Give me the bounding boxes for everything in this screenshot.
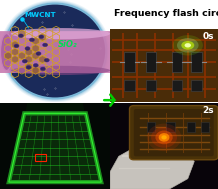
Polygon shape [13, 101, 97, 182]
Polygon shape [12, 48, 19, 56]
Circle shape [4, 4, 106, 98]
Polygon shape [5, 52, 12, 59]
Bar [146, 52, 157, 72]
Bar [172, 52, 182, 72]
Bar [172, 80, 182, 91]
Circle shape [185, 43, 191, 47]
Polygon shape [32, 37, 39, 45]
Ellipse shape [41, 67, 45, 71]
Polygon shape [25, 48, 32, 56]
Circle shape [155, 131, 173, 144]
Bar [187, 122, 195, 132]
Polygon shape [32, 52, 39, 59]
Text: 2s: 2s [202, 106, 214, 115]
Circle shape [159, 133, 169, 142]
Text: Frequency flash circuit: Frequency flash circuit [114, 9, 218, 18]
Ellipse shape [43, 43, 48, 47]
Polygon shape [32, 45, 39, 52]
Polygon shape [25, 63, 32, 70]
Text: SiO₂: SiO₂ [58, 40, 77, 49]
Ellipse shape [26, 66, 31, 69]
Ellipse shape [11, 28, 110, 39]
Bar [146, 80, 157, 91]
Ellipse shape [19, 34, 23, 37]
Ellipse shape [39, 35, 44, 39]
FancyBboxPatch shape [129, 106, 218, 160]
Ellipse shape [29, 38, 34, 42]
Ellipse shape [14, 44, 19, 48]
Ellipse shape [25, 47, 30, 50]
Polygon shape [12, 41, 19, 48]
FancyBboxPatch shape [0, 31, 118, 73]
Text: MWCNT: MWCNT [25, 12, 56, 18]
Ellipse shape [33, 64, 38, 67]
Circle shape [181, 41, 194, 50]
Bar [124, 80, 135, 91]
Ellipse shape [36, 52, 41, 55]
Polygon shape [25, 56, 32, 63]
Circle shape [161, 135, 167, 139]
Bar [191, 52, 202, 72]
Polygon shape [9, 113, 101, 182]
Polygon shape [32, 67, 39, 74]
Circle shape [151, 127, 177, 148]
Bar [35, 154, 46, 161]
Circle shape [147, 124, 181, 151]
Ellipse shape [44, 58, 49, 62]
Bar [201, 122, 209, 132]
FancyBboxPatch shape [134, 109, 214, 156]
Bar [191, 80, 202, 91]
Polygon shape [19, 52, 25, 59]
Polygon shape [39, 56, 46, 63]
Bar [124, 52, 135, 72]
Circle shape [177, 38, 199, 53]
Polygon shape [19, 30, 25, 37]
Bar [147, 122, 155, 132]
Circle shape [173, 35, 203, 56]
Polygon shape [110, 137, 194, 189]
Ellipse shape [11, 66, 110, 75]
Ellipse shape [22, 60, 27, 63]
Polygon shape [39, 34, 46, 41]
Text: 0s: 0s [202, 32, 214, 41]
Polygon shape [12, 56, 19, 63]
Ellipse shape [1, 34, 13, 70]
Bar [166, 122, 175, 132]
